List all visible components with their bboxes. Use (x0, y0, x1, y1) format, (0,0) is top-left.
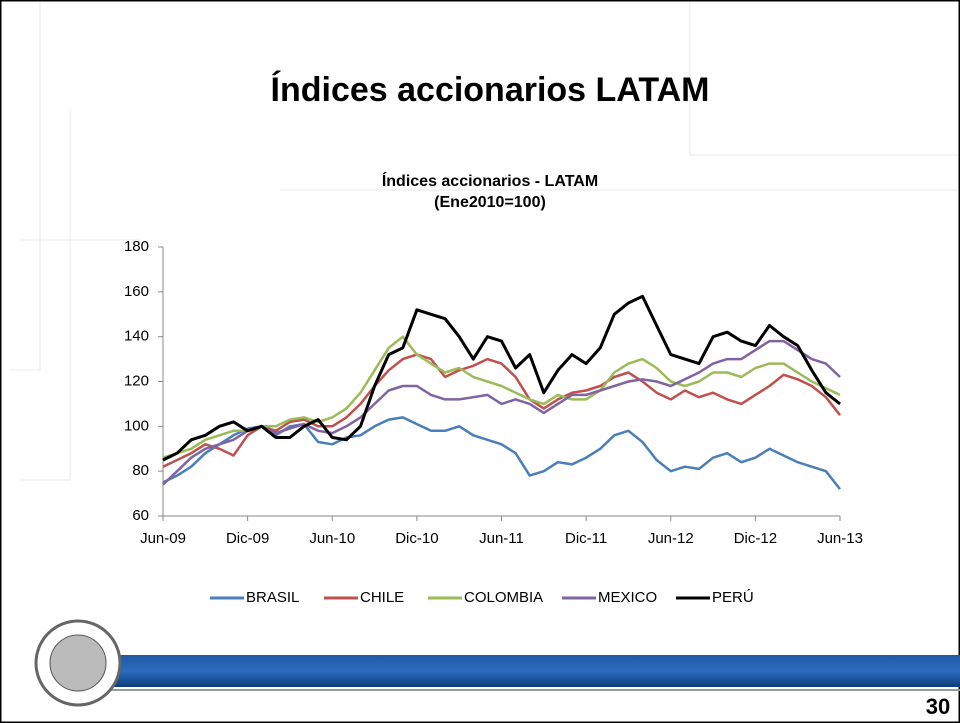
chart-subtitle: (Ene2010=100) (434, 194, 546, 211)
x-tick-label: Dic-11 (565, 530, 607, 547)
y-tick-label: 140 (124, 328, 149, 345)
x-tick-label: Jun-09 (140, 530, 186, 547)
series-line (162, 335, 841, 459)
legend-label: PERÚ (712, 589, 754, 606)
y-tick-label: 120 (124, 372, 149, 389)
x-tick-label: Jun-11 (479, 530, 524, 547)
decor-lines (10, 0, 960, 481)
page-number: 30 (926, 694, 950, 719)
footer-bar (95, 655, 960, 687)
chart-title: Índices accionarios - LATAM (382, 171, 598, 190)
x-tick-label: Dic-12 (734, 530, 777, 547)
series-line (162, 339, 841, 486)
logo-center (49, 634, 107, 692)
y-tick-label: 80 (132, 462, 149, 479)
legend-label: CHILE (360, 589, 404, 606)
y-tick-label: 60 (132, 507, 149, 524)
series-line (162, 353, 841, 468)
x-tick-label: Jun-12 (648, 530, 694, 547)
x-tick-label: Jun-13 (817, 530, 863, 547)
series-line (162, 294, 841, 462)
series-line (162, 416, 841, 490)
y-tick-label: 100 (124, 417, 149, 434)
y-tick-label: 160 (124, 283, 149, 300)
legend-label: BRASIL (246, 589, 299, 606)
x-tick-label: Dic-09 (226, 530, 269, 547)
x-tick-label: Dic-10 (395, 530, 438, 547)
legend-label: MEXICO (598, 589, 657, 606)
y-tick-label: 180 (124, 238, 149, 255)
chart: 60 80 100 120 140 160 180 Jun-09 Dic-09 Jun-10 Dic… (124, 238, 863, 606)
slide-title: Índices accionarios LATAM (271, 71, 710, 109)
x-tick-label: Jun-10 (309, 530, 355, 547)
legend-label: COLOMBIA (464, 589, 543, 606)
